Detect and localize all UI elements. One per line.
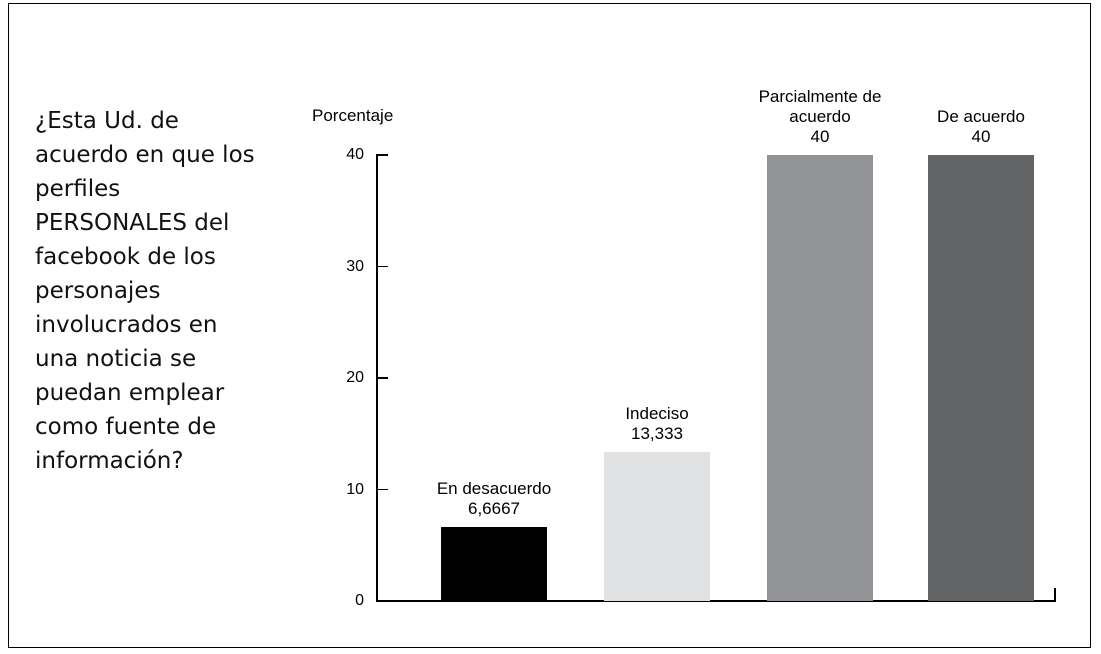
x-axis <box>376 600 1056 602</box>
bar <box>604 452 710 601</box>
y-tick-label: 10 <box>346 480 364 498</box>
y-axis-label: Porcentaje <box>312 106 394 125</box>
y-tick <box>376 154 388 156</box>
y-tick-label: 0 <box>355 592 364 609</box>
bar-label: Indeciso 13,333 <box>582 404 732 444</box>
x-axis-end <box>1054 588 1056 601</box>
bar <box>767 155 873 601</box>
category-label: De acuerdo <box>937 107 1025 126</box>
y-tick-label: 20 <box>346 369 364 386</box>
question-title: ¿Esta Ud. de acuerdo en que los perfiles… <box>35 108 255 474</box>
bar-label: Parcialmente de acuerdo 40 <box>745 87 895 147</box>
y-tick-label: 40 <box>346 146 364 163</box>
y-tick <box>376 600 388 602</box>
value-label: 13,333 <box>631 424 683 444</box>
frame <box>8 3 1091 648</box>
category-label: En desacuerdo <box>436 478 552 498</box>
y-tick-label: 30 <box>346 257 364 275</box>
bar-label: En desacuerdo 6,6667 <box>419 479 569 519</box>
y-tick <box>376 377 388 379</box>
y-tick <box>376 265 388 268</box>
bar <box>441 526 547 601</box>
category-label: Parcialmente de acuerdo <box>758 87 882 126</box>
value-label: 6,6667 <box>468 498 520 518</box>
y-tick <box>376 488 388 491</box>
bar-label: De acuerdo 40 <box>906 107 1056 147</box>
bar <box>928 155 1034 601</box>
category-label: Indeciso <box>625 404 689 424</box>
value-label: 40 <box>971 127 991 146</box>
value-label: 40 <box>810 127 830 146</box>
